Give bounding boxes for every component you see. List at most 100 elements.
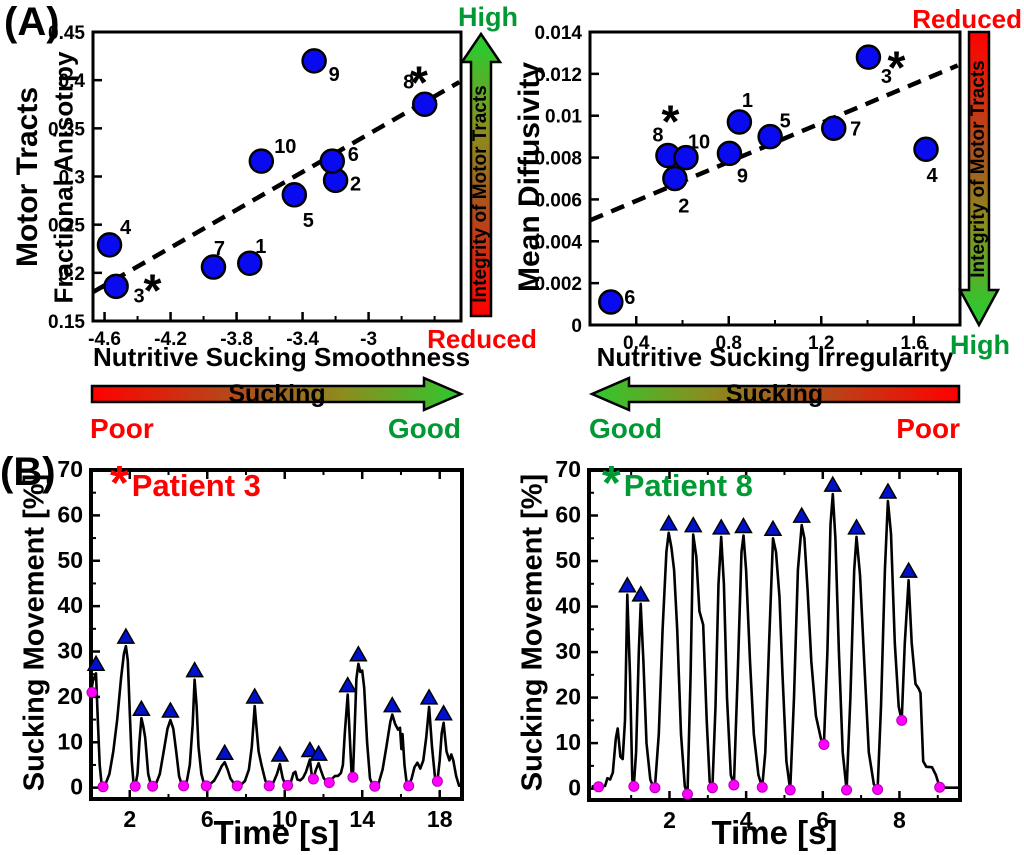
- fractional-anisotropy-vs-smoothness-point-label-6: 6: [348, 144, 359, 166]
- fractional-anisotropy-vs-smoothness-point-5: [281, 182, 308, 208]
- arrow-reduced-label-right: Reduced: [912, 4, 1022, 34]
- sucking-movement-patient-3-peak-marker: [419, 688, 439, 705]
- sucking-movement-patient-3-peak-marker: [161, 701, 180, 718]
- mean-diffusivity-vs-irregularity-ytick: 0.002: [534, 274, 582, 295]
- sucking-movement-patient-3-peak-marker: [245, 687, 264, 704]
- mean-diffusivity-vs-irregularity-ytick: 0.008: [534, 149, 582, 170]
- sucking-movement-patient-3-valley-marker: [231, 780, 243, 792]
- sucking-arrow-text-left: Sucking: [228, 380, 326, 408]
- mean-diffusivity-vs-irregularity-point-label-9: 9: [737, 165, 748, 187]
- sucking-movement-patient-8-valley-marker: [934, 781, 946, 793]
- sucking-movement-patient-3-peak-marker: [349, 645, 368, 662]
- sucking-movement-patient-8-xtick: 2: [663, 807, 676, 833]
- mean-diffusivity-vs-irregularity-xtick: 1.6: [901, 333, 927, 354]
- mean-diffusivity-vs-irregularity-ytick: 0.006: [534, 190, 582, 211]
- sucking-movement-patient-3-ytick: 50: [57, 547, 83, 573]
- sucking-movement-patient-8-ytick: 70: [555, 456, 581, 482]
- mean-diffusivity-vs-irregularity-point-label-6: 6: [624, 287, 635, 309]
- good-label-right: Good: [589, 413, 663, 444]
- sucking-movement-patient-3-ytick: 40: [57, 592, 83, 618]
- integrity-gradient-arrow-down: [957, 30, 1001, 328]
- fractional-anisotropy-vs-smoothness-point-4: [96, 232, 123, 258]
- sucking-movement-patient-8-xtick: 4: [740, 807, 753, 833]
- sucking-movement-patient-8-ytick: 20: [555, 684, 581, 710]
- line-right-xlabel: Time [s]: [711, 814, 838, 851]
- sucking-gradient-arrow-right: [588, 376, 961, 412]
- sucking-movement-patient-8-peak-marker: [823, 475, 843, 492]
- sucking-movement-patient-8-peak-marker: [792, 506, 812, 523]
- sucking-movement-patient-3-frame: [89, 468, 464, 801]
- mean-diffusivity-vs-irregularity-point-7: [820, 115, 847, 142]
- mean-diffusivity-vs-irregularity-xtick: 0.4: [623, 333, 650, 354]
- mean-diffusivity-vs-irregularity-point-10: [673, 144, 699, 171]
- sucking-movement-patient-8-peak-marker: [847, 518, 866, 535]
- arrow-high-label: High: [458, 2, 518, 32]
- sucking-movement-patient-3-peak-marker: [185, 661, 204, 678]
- sucking-movement-patient-8-ytick: 0: [568, 775, 581, 801]
- fractional-anisotropy-vs-smoothness-ytick: 0.15: [48, 312, 85, 333]
- sucking-movement-patient-3-valley-marker: [200, 780, 212, 792]
- sucking-movement-patient-3-peak-marker: [215, 743, 234, 760]
- mean-diffusivity-vs-irregularity-point-label-10: 10: [688, 132, 710, 154]
- sucking-movement-patient-3-valley-marker: [97, 781, 109, 793]
- fractional-anisotropy-vs-smoothness-xtick: -4.2: [154, 329, 187, 350]
- fractional-anisotropy-vs-smoothness-point-label-7: 7: [214, 238, 225, 260]
- sucking-movement-patient-3-ytick: 70: [57, 456, 83, 482]
- fractional-anisotropy-vs-smoothness-ytick: 0.35: [48, 119, 85, 140]
- sucking-movement-patient-8-xtick: 6: [816, 807, 829, 833]
- fractional-anisotropy-vs-smoothness-point-8: [411, 91, 438, 117]
- sucking-movement-patient-3-valley-marker: [323, 777, 335, 789]
- fractional-anisotropy-vs-smoothness-ytick: 0.2: [59, 264, 85, 285]
- fractional-anisotropy-vs-smoothness-xtick: -3: [360, 329, 377, 350]
- sucking-gradient-arrow-left: [90, 376, 465, 412]
- mean-diffusivity-vs-irregularity-point-2: [662, 165, 688, 192]
- mean-diffusivity-vs-irregularity-point-label-5: 5: [780, 111, 791, 133]
- sucking-movement-patient-8-valley-marker: [896, 714, 908, 726]
- sucking-movement-patient-8-peak-marker: [711, 518, 731, 535]
- integrity-gradient-arrow-up: [459, 31, 503, 318]
- patient-3-annotation: * Patient 3: [110, 460, 261, 508]
- sucking-movement-patient-3-valley-marker: [431, 775, 443, 787]
- sucking-movement-patient-8-valley-marker: [593, 781, 605, 793]
- patient-8-label: Patient 8: [623, 468, 753, 503]
- sucking-movement-patient-3-curve: [89, 644, 461, 789]
- scatter-left-xlabel: Nutritive Sucking Smoothness: [93, 342, 471, 372]
- sucking-movement-patient-3-peak-marker: [434, 704, 453, 721]
- sucking-movement-patient-8-valley-marker: [818, 738, 830, 750]
- sucking-movement-patient-8-ytick: 50: [555, 547, 581, 573]
- fractional-anisotropy-vs-smoothness-point-label-2: 2: [350, 173, 361, 195]
- mean-diffusivity-vs-irregularity-ytick: 0.01: [545, 107, 582, 128]
- fractional-anisotropy-vs-smoothness-point-1: [237, 250, 263, 276]
- line-right-ylabel: Sucking Movement [%]: [516, 473, 549, 792]
- sucking-movement-patient-3-ytick: 0: [70, 774, 83, 800]
- fractional-anisotropy-vs-smoothness-xtick: -3.4: [286, 329, 319, 350]
- sucking-movement-patient-8-peak-marker: [763, 519, 783, 537]
- fractional-anisotropy-vs-smoothness-point-label-9: 9: [329, 64, 340, 86]
- green-asterisk-patient-8: *: [602, 457, 621, 510]
- sucking-movement-patient-8-curve: [591, 492, 961, 796]
- scatter-right-xlabel: Nutritive Sucking Irregularity: [596, 342, 954, 372]
- sucking-movement-patient-3-valley-marker: [86, 686, 98, 698]
- scatter-left-ylabel-outer: Motor Tracts: [11, 86, 44, 268]
- mean-diffusivity-vs-irregularity-point-6: [598, 289, 624, 315]
- integrity-arrow-text-right: Integrity of Motor Tracts: [968, 60, 989, 278]
- good-label-left: Good: [387, 413, 461, 444]
- sucking-movement-patient-3-ytick: 10: [57, 728, 83, 754]
- mean-diffusivity-vs-irregularity-ytick: 0.012: [534, 65, 582, 86]
- sucking-movement-patient-8-ytick: 30: [555, 638, 581, 664]
- sucking-movement-patient-3-valley-marker: [369, 780, 381, 792]
- fractional-anisotropy-vs-smoothness-xtick: -4.6: [88, 329, 121, 350]
- sucking-movement-patient-8-peak-marker: [659, 514, 679, 531]
- mean-diffusivity-vs-irregularity-point-4: [913, 136, 939, 162]
- fractional-anisotropy-vs-smoothness-ytick: 0.45: [48, 23, 85, 44]
- fractional-anisotropy-vs-smoothness-xtick: -3.8: [220, 329, 253, 350]
- sucking-movement-patient-8-valley-marker: [756, 781, 768, 793]
- sucking-arrow-text-right: Sucking: [725, 380, 824, 408]
- sucking-movement-patient-8-valley-marker: [706, 782, 718, 794]
- sucking-movement-patient-8-valley-marker: [628, 780, 640, 792]
- mean-diffusivity-vs-irregularity: 0.4 0.8 1.2 1.6 0 0.002 0.004 0.006 0.008 0.01 0.0…: [534, 23, 962, 354]
- fractional-anisotropy-vs-smoothness-point-10: [248, 148, 275, 174]
- red-asterisk-marker: *: [143, 264, 161, 316]
- sucking-movement-patient-8: 2 4 6 8 0 10 20 30 40 50 60 70: [555, 456, 962, 833]
